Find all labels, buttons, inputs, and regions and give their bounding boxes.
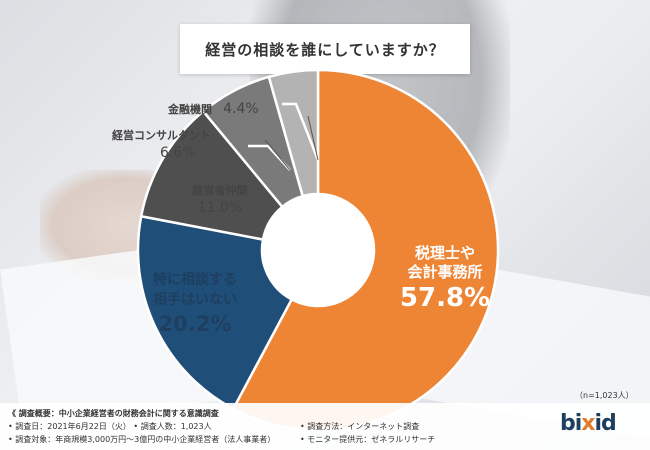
leader-line-consult xyxy=(248,144,291,171)
value-finance: 4.4% xyxy=(223,101,259,117)
label-tax-line2: 会計事務所 xyxy=(407,263,483,281)
survey-date: • 調査日：2021年6月22日（火） • 調査人数：1,023人 xyxy=(8,422,212,431)
label-peers: 経営者仲間 11.0% xyxy=(170,183,270,217)
value-consultant: 6.6% xyxy=(160,145,196,161)
label-consultant-name: 経営コンサルタント xyxy=(112,129,211,142)
chart-title: 経営の相談を誰にしていますか？ xyxy=(205,40,445,59)
label-tax-line1: 税理士や xyxy=(414,244,475,262)
logo-accent: x xyxy=(581,411,595,436)
survey-footer: 《 調査概要：中小企業経営者の財務会計に関する意識調査 • 調査日：2021年6… xyxy=(0,403,650,450)
label-none-line2: 相手はいない xyxy=(153,292,237,308)
leader-line-finance-inner xyxy=(307,115,319,161)
value-tax-accountant: 57.8% xyxy=(399,283,491,313)
label-finance-name: 金融機関 xyxy=(168,103,212,116)
logo-suffix: id xyxy=(594,411,617,436)
donut-hole xyxy=(262,194,374,306)
label-tax-accountant: 税理士や 会計事務所 57.8% xyxy=(385,244,505,314)
survey-method: • 調査方法：インターネット調査 xyxy=(300,422,420,431)
value-peers: 11.0% xyxy=(197,200,243,216)
survey-monitor: • モニター提供元：ゼネラルリサーチ xyxy=(300,435,436,444)
logo-prefix: bi xyxy=(560,411,582,436)
survey-heading: 《 調査概要：中小企業経営者の財務会計に関する意識調査 xyxy=(8,409,219,418)
sample-size-note: （n=1,023人） xyxy=(575,391,634,400)
leader-line-finance xyxy=(282,102,320,161)
label-peers-name: 経営者仲間 xyxy=(192,184,248,197)
bixid-logo: bixid xyxy=(560,411,617,436)
survey-target: • 調査対象：年商規模3,000万円〜3億円の中小企業経営者（法人事業者） xyxy=(8,435,276,444)
value-no-one: 20.2% xyxy=(158,312,232,336)
label-financial-institution: 金融機関 4.4% xyxy=(168,98,298,118)
leader-line-consult-inner xyxy=(264,139,291,171)
label-none-line1: 特に相談する xyxy=(153,272,237,288)
title-box: 経営の相談を誰にしていますか？ xyxy=(180,24,470,74)
label-consultant: 経営コンサルタント 6.6% xyxy=(112,128,262,162)
label-no-one: 特に相談する 相手はいない 20.2% xyxy=(110,270,280,338)
